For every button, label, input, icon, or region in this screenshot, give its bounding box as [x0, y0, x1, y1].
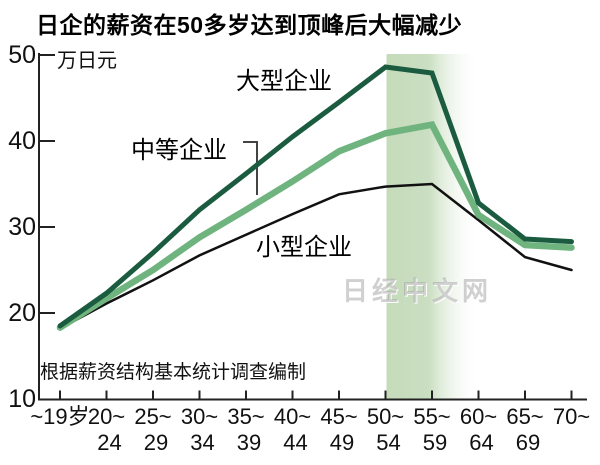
x-tick-label-top: 20~ — [87, 404, 126, 429]
series-label-large-companies: 大型企业 — [236, 68, 332, 95]
x-tick-label-top: 40~ — [273, 404, 312, 429]
x-tick-label-bottom: 34 — [190, 430, 215, 455]
x-tick-label-bottom: 64 — [469, 430, 494, 455]
y-tick-label: 40 — [8, 127, 36, 155]
watermark: 日经中文网 — [342, 276, 493, 306]
series-line-medium — [56, 121, 575, 331]
x-tick-label-top: 60~ — [459, 404, 498, 429]
x-tick-label-bottom: 54 — [376, 430, 401, 455]
y-tick-label: 20 — [8, 299, 36, 327]
y-tick-label: 10 — [8, 385, 36, 413]
x-tick-label-bottom: 29 — [143, 430, 169, 455]
y-tick-label: 30 — [8, 213, 36, 241]
x-tick-label-bottom: 49 — [329, 430, 355, 455]
x-tick-label-bottom: 24 — [97, 430, 122, 455]
x-tick-label-top: 50~ — [366, 404, 405, 429]
x-tick-label-bottom: 44 — [283, 430, 308, 455]
x-tick-label-top: 55~ — [413, 404, 451, 429]
highlight-band — [386, 54, 481, 400]
x-tick-label-top: 30~ — [180, 404, 219, 429]
y-axis-unit-label: 万日元 — [57, 50, 117, 72]
series-label-small-companies: 小型企业 — [256, 234, 352, 261]
x-tick-label-bottom: 59 — [422, 430, 448, 455]
x-tick-label-top: ~19岁 — [30, 404, 90, 429]
series-line-small — [58, 182, 573, 330]
chart-title: 日企的薪资在50多岁达到顶峰后大幅减少 — [36, 12, 463, 38]
series-label-medium-companies: 中等企业 — [131, 137, 227, 164]
source-note: 根据薪资结构基本统计调查编制 — [40, 362, 307, 383]
x-tick-label-top: 70~ — [552, 404, 591, 429]
axes — [38, 53, 587, 401]
x-tick-label-top: 25~ — [134, 404, 172, 429]
x-tick-label-top: 65~ — [506, 404, 544, 429]
x-tick-label-bottom: 39 — [236, 430, 262, 455]
x-tick-label-bottom: 69 — [515, 430, 541, 455]
x-tick-label-top: 35~ — [227, 404, 265, 429]
medium-label-callout — [243, 141, 258, 195]
y-tick-label: 50 — [8, 41, 36, 69]
series-line-large — [57, 64, 574, 329]
x-tick-label-top: 45~ — [320, 404, 358, 429]
